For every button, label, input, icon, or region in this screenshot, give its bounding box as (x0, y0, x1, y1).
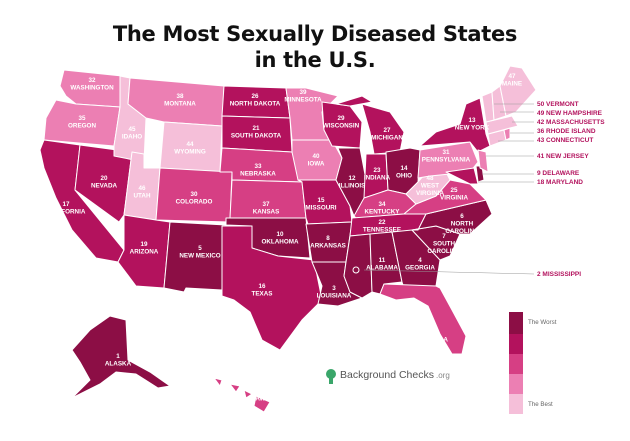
label-wv: 48 WEST VIRGINIA (416, 175, 444, 197)
brand-suffix: .org (436, 371, 450, 380)
brand-name: Background Checks (340, 369, 434, 381)
legend: The Worst The Best (509, 312, 557, 414)
legend-swatch-3 (509, 354, 523, 374)
label-sc: 7 SOUTH CAROLINA (427, 233, 461, 255)
state-ak[interactable] (71, 315, 171, 399)
map-title-line-1: The Most Sexually Diseased States (112, 22, 518, 46)
label-tn: 22 TENNESSEE (363, 219, 401, 234)
brand-logo: Background Checks .org (326, 369, 450, 384)
state-fl[interactable] (379, 283, 467, 355)
label-ak: 1 ALASKA (105, 353, 132, 368)
side-label-ct: 43 CONNECTICUT (537, 137, 593, 144)
label-la: 3 LOUISIANA (317, 285, 352, 300)
label-nc: 6 NORTH CAROLINA (445, 213, 479, 235)
legend-worst: The Worst (528, 319, 557, 326)
label-mn: 39 MINNESOTA (284, 89, 322, 104)
legend-swatch-2 (509, 334, 523, 354)
label-ca: 17 CALIFORNIA (47, 201, 86, 216)
state-md[interactable] (445, 167, 479, 185)
label-oh: 14 OHIO (396, 165, 412, 180)
label-wa: 32 WASHINGTON (70, 77, 114, 92)
side-label-ri: 36 RHODE ISLAND (537, 128, 596, 135)
label-wi: 29 WISCONSIN (323, 115, 360, 130)
label-nd: 26 NORTH DAKOTA (230, 93, 281, 108)
side-label-md: 18 MARYLAND (537, 179, 583, 186)
state-labels: 32 WASHINGTON 35 OREGON 17 CALIFORNIA 20 NEV… (47, 73, 523, 403)
label-ok: 10 OKLAHOMA (261, 231, 299, 246)
label-tx: 16 TEXAS (252, 283, 273, 298)
label-id: 45 IDAHO (122, 126, 142, 141)
label-co: 30 COLORADO (176, 191, 213, 206)
label-ga: 4 GEORGIA (405, 257, 435, 272)
label-or: 35 OREGON (68, 115, 96, 130)
label-ar: 8 ARKANSAS (310, 235, 346, 250)
side-label-vt: 50 VERMONT (537, 101, 579, 108)
state-me[interactable] (499, 65, 537, 117)
side-label-ma: 42 MASSACHUSETTS (537, 119, 605, 126)
state-ny[interactable] (419, 97, 491, 153)
label-ut: 46 UTAH (133, 185, 150, 200)
label-mi: 27 MICHIGAN (371, 127, 403, 142)
legend-swatch-5 (509, 394, 523, 414)
label-me: 47 MAINE (502, 73, 522, 88)
label-pa: 31 PENNSYLVANIA (422, 149, 471, 164)
label-ia: 40 IOWA (308, 153, 325, 168)
label-ky: 34 KENTUCKY (365, 201, 401, 216)
side-label-nh: 49 NEW HAMPSHIRE (537, 110, 603, 117)
label-hi: 28 HAWAII (251, 388, 274, 403)
leader-lines (363, 103, 535, 275)
label-al: 11 ALABAMA (366, 257, 398, 272)
label-nm: 5 NEW MEXICO (179, 245, 220, 260)
map-title-line-2: in the U.S. (254, 48, 376, 72)
pin-icon (326, 369, 336, 379)
state-hi[interactable] (213, 377, 271, 413)
label-ny: 13 NEW YORK (455, 117, 490, 132)
label-il: 12 ILLINOIS (339, 175, 366, 190)
state-tx[interactable] (221, 225, 323, 351)
label-va: 25 VIRGINIA (440, 187, 468, 202)
label-mo: 15 MISSOURI (305, 197, 336, 212)
side-label-de: 9 DELAWARE (537, 170, 580, 177)
label-nv: 20 NEVADA (91, 175, 118, 190)
legend-swatch-1 (509, 312, 523, 334)
label-az: 19 ARIZONA (130, 241, 159, 256)
label-ne: 33 NEBRASKA (240, 163, 276, 178)
label-sd: 21 SOUTH DAKOTA (231, 125, 282, 140)
legend-swatch-4 (509, 374, 523, 394)
side-label-nj: 41 NEW JERSEY (537, 153, 589, 160)
label-fl: 24 FLORIDA (420, 329, 448, 344)
side-label-ms: 2 MISSISSIPPI (537, 271, 581, 278)
legend-best: The Best (528, 401, 553, 408)
state-nj[interactable] (477, 149, 489, 173)
label-wy: 44 WYOMING (174, 141, 206, 156)
label-in: 23 INDIANA (364, 167, 391, 182)
label-ks: 37 KANSAS (253, 201, 280, 216)
label-mt: 38 MONTANA (164, 93, 196, 108)
